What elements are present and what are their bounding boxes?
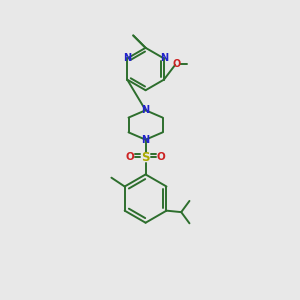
- Text: N: N: [160, 53, 168, 63]
- Text: N: N: [123, 53, 131, 63]
- Text: O: O: [157, 152, 165, 162]
- Text: O: O: [126, 152, 135, 162]
- Text: N: N: [142, 105, 150, 115]
- Text: O: O: [172, 59, 181, 69]
- Text: N: N: [142, 135, 150, 145]
- Text: S: S: [141, 151, 150, 164]
